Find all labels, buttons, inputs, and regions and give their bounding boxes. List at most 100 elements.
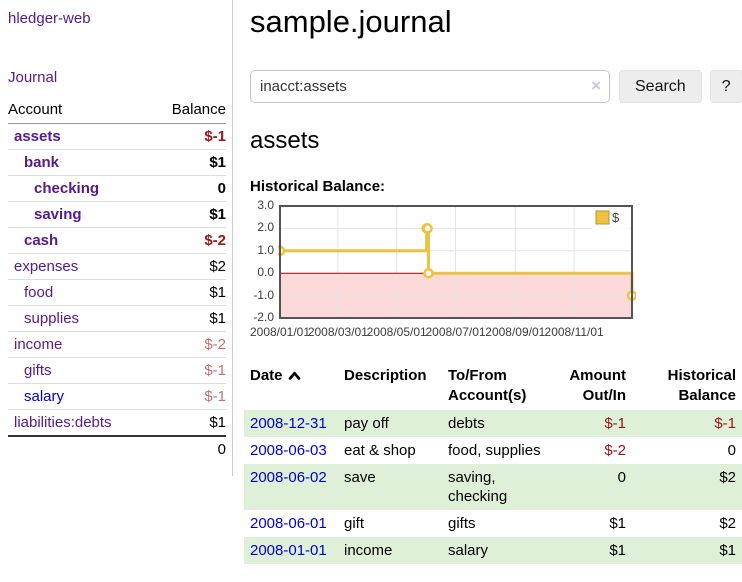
register-header-description: Description: [344, 367, 427, 384]
register-header-date[interactable]: Date: [244, 364, 338, 410]
sidebar-account-link[interactable]: gifts: [24, 362, 52, 379]
register-accounts-cell: saving, checking: [448, 469, 508, 505]
account-name-cell: liabilities:debts: [8, 410, 151, 437]
legend-swatch: [595, 210, 610, 225]
account-row: cash $-2: [8, 227, 226, 254]
transaction-date-link[interactable]: 2008-06-01: [250, 515, 327, 532]
sidebar-account-link[interactable]: liabilities:debts: [14, 414, 112, 431]
register-balance-cell: $2: [719, 469, 736, 486]
account-name-cell: bank: [8, 149, 152, 176]
app-title-link[interactable]: hledger-web: [8, 10, 91, 27]
register-description-cell: gift: [344, 515, 365, 532]
data-point-marker: [423, 267, 434, 279]
account-balance: 0: [151, 175, 226, 202]
transaction-date-link[interactable]: 2008-12-31: [250, 415, 327, 432]
x-axis-tick-label: 2008/09/01: [485, 325, 546, 339]
register-description-cell: pay off: [344, 415, 389, 432]
account-balance: $-1: [151, 383, 226, 410]
chart-plot-area: $: [278, 205, 636, 319]
register-header-amount: Amount Out/In: [569, 367, 626, 404]
register-description-cell: eat & shop: [344, 442, 416, 459]
sidebar-account-link[interactable]: checking: [34, 180, 100, 197]
transaction-date-link[interactable]: 2008-06-02: [250, 469, 327, 486]
account-balance: $-2: [151, 331, 226, 358]
register-date-cell: 2008-01-01: [244, 537, 338, 564]
sidebar-account-link[interactable]: supplies: [24, 310, 80, 327]
account-row: checking 0: [8, 175, 226, 202]
sidebar-account-link[interactable]: income: [14, 336, 63, 353]
page-title: sample.journal: [250, 4, 452, 39]
register-amount-cell: $-2: [604, 442, 626, 459]
accounts-table: Account Balance assets $-1 bank $1 checking 0…: [8, 98, 226, 462]
register-balance-cell: $1: [719, 542, 736, 559]
help-button[interactable]: ?: [709, 70, 742, 103]
x-axis-tick-label: 2008/03/01: [307, 325, 368, 339]
register-header-date-label: Date: [250, 367, 283, 384]
sidebar-account-link[interactable]: assets: [14, 128, 61, 145]
account-row: assets $-1: [8, 123, 226, 150]
register-balance-cell: 0: [727, 442, 736, 459]
account-balance: $2: [151, 253, 226, 280]
y-axis-tick-label: -1.0: [253, 287, 274, 302]
register-accounts-cell: salary: [448, 542, 489, 559]
search-button[interactable]: Search: [619, 70, 702, 103]
search-input[interactable]: [250, 70, 610, 103]
register-header-accounts: To/From Account(s): [448, 367, 527, 404]
sidebar-item-journal[interactable]: Journal: [8, 69, 58, 86]
accounts-header-account: Account: [8, 98, 152, 124]
account-name-cell: saving: [8, 201, 152, 228]
accounts-total-spacer: [8, 435, 152, 462]
sidebar-account-link[interactable]: saving: [34, 206, 82, 223]
register-amount-cell: $1: [609, 542, 626, 559]
account-row: saving $1: [8, 201, 226, 228]
register-row: 2008-06-03 eat & shop food, supplies $-2 0: [244, 437, 742, 464]
transaction-date-link[interactable]: 2008-06-03: [250, 442, 327, 459]
register-description-cell: save: [344, 469, 376, 486]
account-name-cell: gifts: [8, 357, 152, 384]
sidebar-account-link[interactable]: salary: [24, 388, 65, 405]
account-name-cell: assets: [8, 123, 152, 150]
account-row: gifts $-1: [8, 357, 226, 384]
account-balance: $-1: [151, 357, 226, 384]
accounts-header-row: Account Balance: [8, 98, 226, 124]
transaction-date-link[interactable]: 2008-01-01: [250, 542, 327, 559]
register-date-cell: 2008-06-01: [244, 510, 338, 537]
register-header-balance: Historical Balance: [667, 367, 736, 404]
account-name-cell: checking: [8, 175, 152, 202]
account-heading: assets: [250, 127, 320, 154]
sidebar-account-link[interactable]: bank: [24, 154, 60, 171]
account-name-cell: cash: [8, 227, 152, 254]
y-axis-tick-label: 3.0: [257, 198, 274, 212]
clear-search-icon[interactable]: ×: [591, 76, 601, 95]
accounts-total-row: 0: [8, 435, 226, 462]
account-name-cell: income: [8, 331, 152, 358]
legend-label: $: [612, 210, 620, 225]
register-balance-cell: $2: [719, 515, 736, 532]
register-table: Date Description To/From Account(s) Amou…: [244, 364, 742, 564]
account-name-cell: salary: [8, 383, 152, 410]
register-amount-cell: $-1: [604, 415, 626, 432]
search-bar: × Search ?: [250, 70, 742, 103]
y-axis-tick-label: -2.0: [253, 310, 274, 324]
account-balance: $-1: [151, 123, 226, 150]
data-point-marker: [422, 223, 433, 234]
register-row: 2008-12-31 pay off debts $-1 $-1: [244, 410, 742, 437]
register-amount-cell: 0: [617, 469, 626, 486]
register-header-row: Date Description To/From Account(s) Amou…: [244, 364, 742, 410]
register-accounts-cell: debts: [448, 415, 485, 432]
account-row: income $-2: [8, 331, 226, 358]
sidebar-account-link[interactable]: cash: [24, 232, 59, 249]
accounts-header-balance: Balance: [151, 98, 226, 124]
register-row: 2008-01-01 income salary $1 $1: [244, 537, 742, 564]
search-input-wrapper: ×: [250, 70, 610, 103]
y-axis-tick-label: 1.0: [257, 242, 274, 257]
register-date-cell: 2008-06-02: [244, 464, 338, 510]
sidebar-account-link[interactable]: expenses: [14, 258, 79, 275]
register-description-cell: income: [344, 542, 393, 559]
sidebar-account-link[interactable]: food: [24, 284, 54, 301]
account-row: expenses $2: [8, 253, 226, 280]
account-row: food $1: [8, 279, 226, 306]
account-balance: $-2: [151, 227, 226, 254]
accounts-total-value: 0: [151, 435, 226, 462]
y-axis-tick-label: 0.0: [257, 265, 274, 280]
